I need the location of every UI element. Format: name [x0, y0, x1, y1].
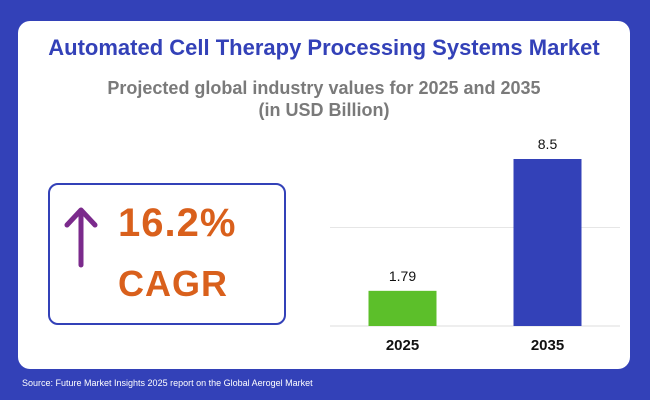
- cagr-label: CAGR: [118, 263, 228, 304]
- data-label-2035: 8.5: [538, 136, 558, 152]
- subtitle-line-2: (in USD Billion): [258, 100, 390, 120]
- infographic-card: Automated Cell Therapy Processing System…: [18, 21, 630, 369]
- cagr-box: 16.2% CAGR: [48, 183, 286, 325]
- subtitle-line-1: Projected global industry values for 202…: [107, 78, 541, 98]
- source-note: Source: Future Market Insights 2025 repo…: [22, 378, 313, 388]
- x-tick-label-2035: 2035: [531, 337, 564, 354]
- cagr-value: 16.2%: [118, 201, 237, 245]
- x-tick-label-2025: 2025: [386, 337, 419, 354]
- bar-2025: [368, 290, 437, 326]
- chart-subtitle: Projected global industry values for 202…: [18, 77, 630, 121]
- bar-chart: 1.79 2025 8.5 2035: [330, 136, 620, 354]
- data-label-2025: 1.79: [389, 268, 416, 284]
- chart-title: Automated Cell Therapy Processing System…: [48, 35, 600, 60]
- bar-2035: [513, 159, 582, 326]
- arrow-up-icon: [64, 207, 98, 268]
